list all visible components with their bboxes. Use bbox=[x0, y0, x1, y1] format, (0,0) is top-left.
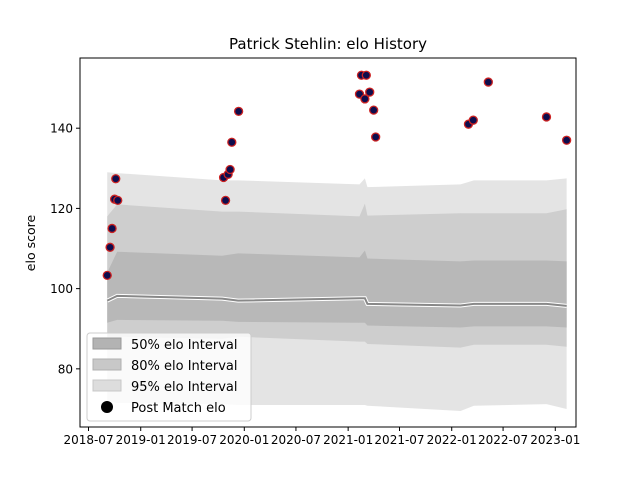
legend-swatch-95 bbox=[92, 379, 122, 392]
legend-label-80: 80% elo Interval bbox=[131, 359, 238, 374]
y-tick-label: 140 bbox=[50, 122, 73, 136]
legend-swatch-80 bbox=[92, 358, 122, 371]
post-match-point bbox=[220, 195, 231, 206]
post-match-point bbox=[105, 242, 115, 252]
x-tick-label: 2023-01 bbox=[530, 433, 580, 447]
legend-marker-points bbox=[101, 401, 113, 413]
axes-frame bbox=[79, 57, 577, 428]
post-match-point bbox=[483, 77, 493, 87]
legend-swatch-50 bbox=[92, 337, 122, 350]
post-match-point bbox=[360, 94, 370, 104]
post-match-point bbox=[561, 135, 572, 145]
x-tick-label: 2021-07 bbox=[374, 433, 424, 447]
x-tick-label: 2019-01 bbox=[116, 433, 166, 447]
post-match-point bbox=[102, 270, 112, 281]
post-match-point bbox=[113, 195, 123, 206]
y-tick-label: 80 bbox=[58, 362, 73, 376]
x-tick-label: 2022-01 bbox=[427, 433, 477, 447]
band-50 bbox=[107, 250, 567, 328]
post-match-point bbox=[233, 106, 244, 116]
legend-label-95: 95% elo Interval bbox=[131, 380, 238, 395]
median-line bbox=[106, 294, 567, 307]
legend-box bbox=[86, 332, 252, 422]
x-tick-label: 2020-07 bbox=[271, 433, 321, 447]
y-axis-label: elo score bbox=[23, 215, 38, 272]
x-tick-label: 2021-01 bbox=[323, 433, 373, 447]
post-match-point bbox=[225, 164, 235, 175]
post-match-point bbox=[361, 70, 371, 80]
chart-title: Patrick Stehlin: elo History bbox=[229, 35, 427, 53]
x-tick-label: 2022-07 bbox=[478, 433, 528, 447]
post-match-point bbox=[369, 105, 379, 115]
x-tick-label: 2018-07 bbox=[63, 433, 113, 447]
post-match-point bbox=[371, 132, 381, 142]
x-tick-label: 2020-01 bbox=[219, 433, 269, 447]
post-match-point bbox=[227, 137, 237, 147]
legend-label-points: Post Match elo bbox=[131, 401, 226, 416]
post-match-point bbox=[111, 174, 121, 184]
axes: 2018-07 2019-01 2019-07 2020-01 2020-07 2021-… bbox=[50, 122, 580, 447]
legend: 50% elo Interval 80% elo Interval 95% el… bbox=[86, 332, 252, 422]
x-tick-label: 2019-07 bbox=[167, 433, 217, 447]
post-match-point bbox=[365, 87, 375, 97]
post-match-point bbox=[107, 223, 117, 234]
y-tick-label: 100 bbox=[50, 282, 73, 296]
post-match-point bbox=[541, 112, 552, 122]
post-match-point bbox=[468, 115, 478, 125]
legend-label-50: 50% elo Interval bbox=[131, 338, 238, 353]
y-tick-label: 120 bbox=[50, 202, 73, 216]
